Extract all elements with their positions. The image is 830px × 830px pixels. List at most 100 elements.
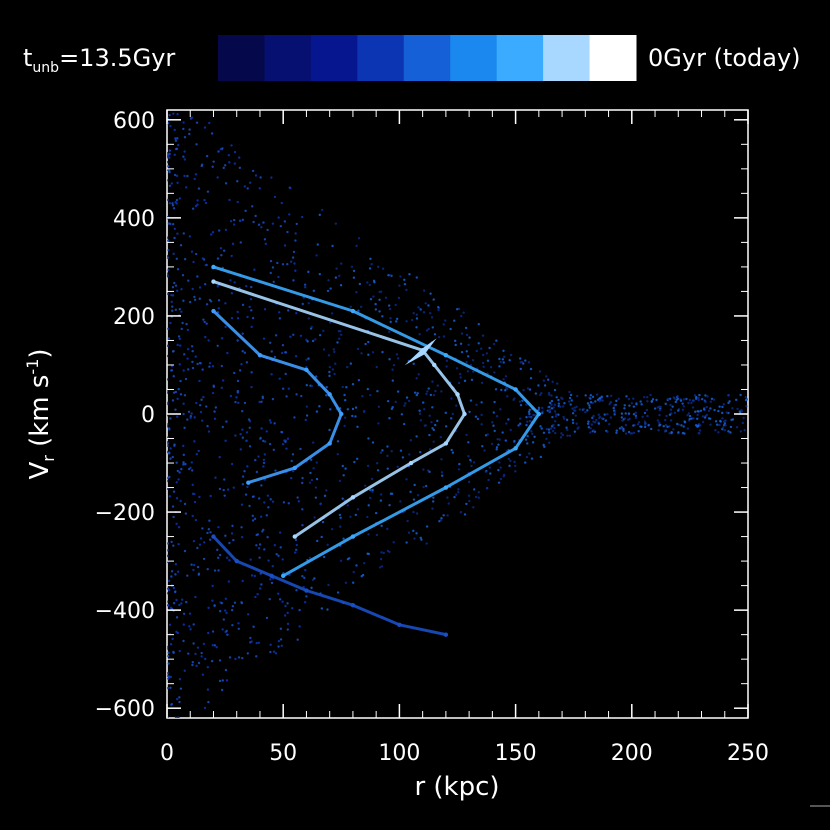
cloud-point [168, 152, 171, 156]
cloud-point [241, 332, 244, 335]
cloud-point [739, 393, 742, 397]
cloud-point [336, 440, 340, 443]
cloud-point [367, 533, 370, 536]
cloud-point [565, 426, 568, 429]
cloud-point [498, 357, 501, 361]
cloud-point [477, 322, 481, 326]
cloud-point [522, 388, 525, 392]
cloud-point [388, 358, 391, 361]
cloud-point [455, 493, 458, 496]
cloud-point [542, 431, 546, 434]
cloud-point [203, 320, 206, 324]
cloud-point [212, 160, 215, 163]
cloud-point [369, 298, 373, 301]
cloud-point [205, 303, 209, 306]
cloud-point [209, 494, 212, 498]
y-tick-label: −600 [95, 697, 155, 722]
cloud-point [189, 416, 192, 419]
data-point [327, 441, 332, 446]
cloud-point [557, 423, 560, 427]
cloud-point [191, 514, 194, 518]
cloud-point [172, 586, 176, 590]
cloud-point [568, 434, 572, 437]
cloud-point [204, 657, 207, 661]
cloud-point [646, 414, 649, 418]
cloud-point [394, 400, 397, 404]
cloud-point [178, 104, 180, 106]
cloud-point [346, 365, 349, 369]
cloud-point [380, 524, 383, 528]
cloud-point [188, 300, 192, 304]
cloud-point [343, 393, 346, 397]
cloud-point [487, 478, 490, 482]
cloud-point [707, 417, 711, 420]
cloud-point [681, 431, 685, 435]
cloud-point [170, 293, 173, 297]
cloud-point [327, 279, 330, 282]
cloud-point [278, 317, 282, 320]
cloud-point [378, 310, 381, 313]
cloud-point [442, 514, 445, 517]
cloud-point [253, 268, 256, 271]
cloud-point [183, 502, 187, 506]
cloud-point [495, 446, 499, 449]
cloud-point [230, 292, 234, 295]
cloud-point [699, 424, 702, 427]
data-point [327, 392, 332, 397]
cloud-point [167, 239, 170, 242]
cloud-point [450, 448, 453, 452]
cloud-point [228, 198, 231, 202]
cloud-point [240, 526, 243, 529]
cloud-point [330, 527, 334, 531]
cloud-point [632, 405, 636, 408]
cloud-point [237, 401, 240, 405]
cloud-point [624, 432, 628, 435]
cloud-point [442, 323, 445, 326]
cloud-point [690, 417, 693, 420]
data-point [339, 411, 344, 417]
cloud-point [190, 563, 193, 566]
cloud-point [662, 424, 665, 428]
cloud-point [310, 586, 313, 590]
cloud-point [227, 153, 231, 157]
cloud-point [207, 430, 211, 433]
cloud-point [277, 639, 281, 643]
cloud-point [333, 350, 336, 354]
cloud-point [211, 391, 215, 395]
colorbar: tunb=13.5Gyr 0Gyr (today) [23, 35, 801, 81]
cloud-point [173, 128, 176, 132]
cloud-point [172, 515, 175, 519]
cloud-point [541, 411, 544, 415]
cloud-point [264, 242, 268, 246]
cloud-point [253, 517, 257, 521]
cloud-point [504, 389, 507, 392]
cloud-point [424, 302, 427, 305]
cloud-point [573, 406, 576, 409]
cloud-point [258, 543, 262, 546]
cloud-point [301, 476, 304, 480]
cloud-point [201, 368, 204, 371]
cloud-point [691, 406, 695, 409]
cloud-point [188, 625, 191, 628]
cloud-point [171, 455, 174, 459]
cloud-point [371, 351, 375, 354]
cloud-point [530, 416, 533, 419]
cloud-point [311, 441, 315, 444]
cloud-point [341, 385, 344, 389]
cloud-point [704, 400, 707, 403]
cloud-point [246, 315, 249, 319]
cloud-point [295, 393, 298, 396]
cloud-point [191, 349, 194, 353]
cloud-point [714, 428, 717, 432]
cloud-point [183, 549, 187, 553]
cloud-point [271, 222, 275, 225]
data-point [536, 411, 542, 417]
cloud-point [492, 424, 495, 427]
cloud-point [182, 402, 185, 405]
cloud-point [562, 415, 565, 419]
cloud-point [596, 398, 600, 401]
cloud-point [513, 460, 516, 464]
cloud-point [179, 244, 183, 247]
cloud-point [168, 495, 172, 498]
cloud-point [197, 661, 201, 665]
